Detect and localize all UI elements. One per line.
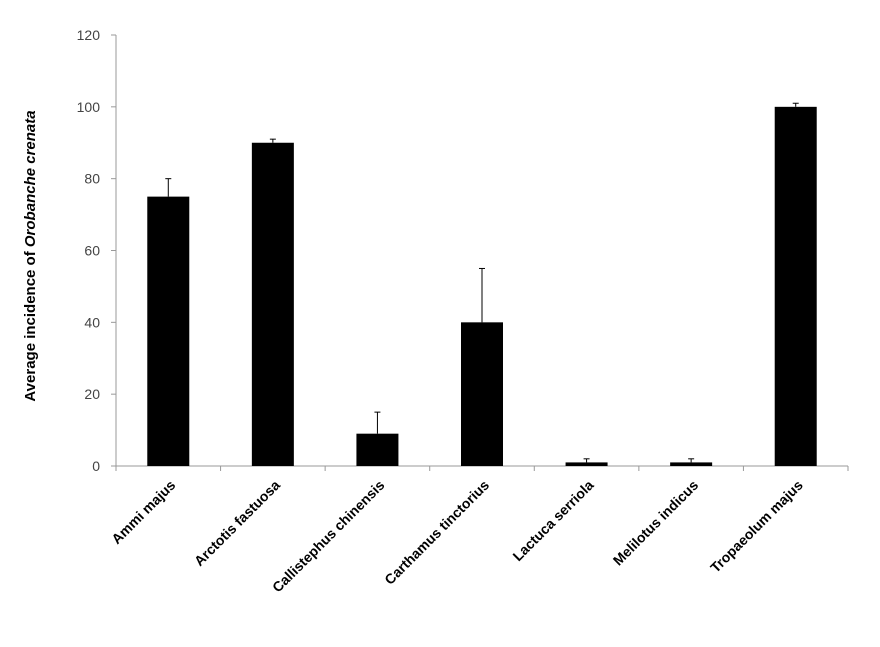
y-tick-label: 80 — [84, 171, 100, 187]
y-tick-label: 60 — [84, 243, 100, 259]
x-category-label: Lactuca serriola — [509, 477, 596, 564]
bar — [461, 322, 503, 466]
x-category-label: Melilotus indicus — [610, 477, 702, 569]
bar — [356, 433, 399, 466]
x-category-label: Ammi majus — [108, 477, 178, 547]
y-tick-label: 20 — [84, 386, 100, 402]
y-tick-label: 40 — [84, 314, 100, 330]
x-category-label: Callistephus chinensis — [269, 477, 388, 596]
bar — [774, 106, 817, 466]
y-tick-label: 100 — [77, 99, 101, 115]
x-category-label: Carthamus tinctorius — [381, 477, 492, 588]
plot-area: 0 20 40 60 80 100 120 Ammi majus Arctotis fastuo… — [77, 27, 849, 596]
x-category-label: Tropaeolum majus — [707, 477, 806, 576]
bar — [147, 196, 190, 466]
y-tick-label: 120 — [77, 27, 101, 43]
bar — [670, 462, 713, 466]
bar — [251, 142, 294, 466]
x-category-label: Arctotis fastuosa — [191, 477, 283, 569]
y-tick-label: 0 — [92, 458, 100, 474]
bar — [565, 462, 608, 466]
y-axis-title: Average incidence of Orobanche crenata — [22, 110, 39, 401]
